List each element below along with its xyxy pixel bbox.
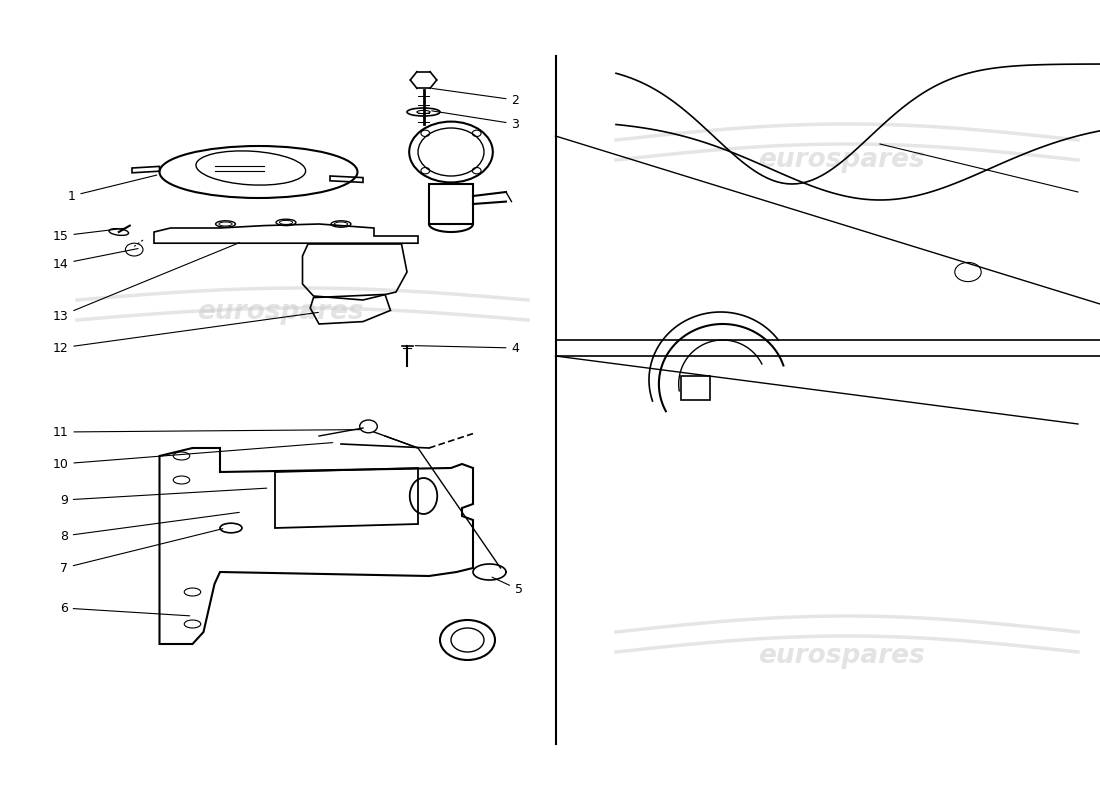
Text: 13: 13 [53,242,240,322]
Text: 11: 11 [53,426,360,438]
Text: 9: 9 [59,488,266,506]
Text: 4: 4 [416,342,519,354]
Text: 2: 2 [431,88,519,106]
Text: eurospares: eurospares [197,299,364,325]
Text: eurospares: eurospares [758,643,925,669]
Text: 10: 10 [53,442,332,470]
Text: 8: 8 [59,512,239,542]
Text: eurospares: eurospares [758,147,925,173]
Text: 1: 1 [67,175,157,202]
Text: 6: 6 [59,602,189,616]
Text: 12: 12 [53,312,318,354]
Text: 5: 5 [492,577,522,596]
Text: 7: 7 [59,529,223,574]
Text: 3: 3 [431,111,519,130]
Text: 15: 15 [53,228,123,242]
Text: 14: 14 [53,249,139,270]
